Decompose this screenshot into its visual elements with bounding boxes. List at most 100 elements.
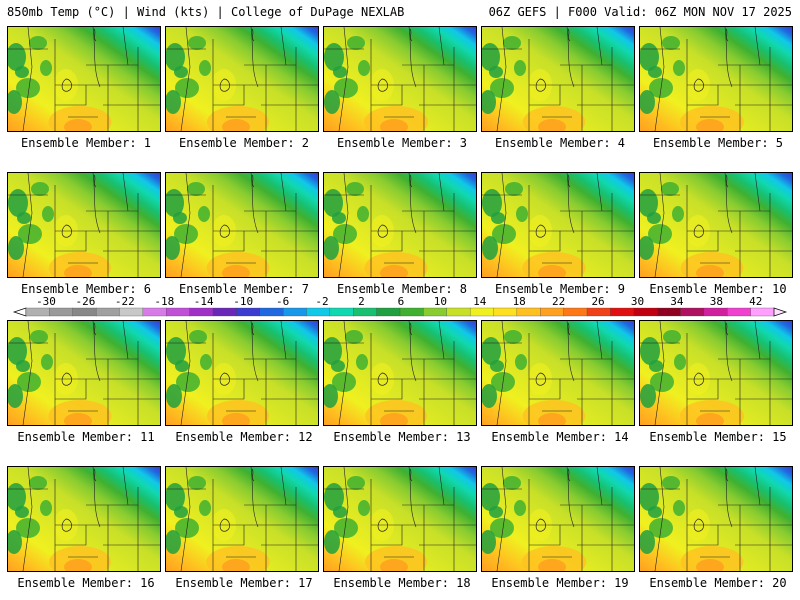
ensemble-member-label: Ensemble Member: 1 xyxy=(20,136,152,150)
colorbar-swatch xyxy=(353,307,378,317)
colorbar-tick-label: 2 xyxy=(358,295,365,308)
colorbar-swatch xyxy=(189,307,214,317)
ensemble-panel: Ensemble Member: 20 xyxy=(639,466,797,599)
ensemble-panel: Ensemble Member: 17 xyxy=(165,466,323,599)
colorbar-tick-label: 38 xyxy=(710,295,723,308)
colorbar-swatch xyxy=(25,307,50,317)
colorbar-swatch xyxy=(703,307,728,317)
ensemble-panel: Ensemble Member: 3 xyxy=(323,26,481,159)
colorbar-swatch xyxy=(119,307,144,317)
colorbar-tick-label: 14 xyxy=(473,295,487,308)
colorbar-swatch xyxy=(680,307,705,317)
colorbar-swatch xyxy=(656,307,681,317)
ensemble-member-label: Ensemble Member: 13 xyxy=(333,430,471,444)
colorbar-left-arrow xyxy=(12,307,27,317)
colorbar-tick-label: 10 xyxy=(434,295,447,308)
temperature-colorbar: -30 -26 -22 -18 -14 -10 -6 -2 2 6 10 14 18 22 26 30 34 38… xyxy=(12,295,788,317)
colorbar-tick-label: 26 xyxy=(591,295,604,308)
colorbar-swatch xyxy=(49,307,74,317)
ensemble-member-label: Ensemble Member: 8 xyxy=(336,282,468,296)
temperature-map xyxy=(323,172,477,278)
ensemble-member-label: Ensemble Member: 7 xyxy=(178,282,310,296)
ensemble-member-label: Ensemble Member: 11 xyxy=(17,430,155,444)
temperature-map xyxy=(7,172,161,278)
colorbar-swatch xyxy=(586,307,611,317)
colorbar-tick-label: 18 xyxy=(513,295,526,308)
temperature-map xyxy=(639,320,793,426)
colorbar-swatch xyxy=(540,307,565,317)
ensemble-panel: Ensemble Member: 10 xyxy=(639,172,797,305)
colorbar-tick-label: -2 xyxy=(315,295,328,308)
temperature-map xyxy=(165,320,319,426)
ensemble-panel: Ensemble Member: 8 xyxy=(323,172,481,305)
colorbar-swatch xyxy=(446,307,471,317)
colorbar-swatch xyxy=(563,307,588,317)
colorbar-swatch xyxy=(423,307,448,317)
ensemble-panel: Ensemble Member: 19 xyxy=(481,466,639,599)
colorbar-swatch xyxy=(469,307,494,317)
model-valid-time: 06Z GEFS | F000 Valid: 06Z MON NOV 17 20… xyxy=(488,5,792,19)
colorbar-swatch xyxy=(493,307,518,317)
colorbar-swatch xyxy=(72,307,97,317)
ensemble-member-label: Ensemble Member: 15 xyxy=(649,430,787,444)
ensemble-panel: Ensemble Member: 4 xyxy=(481,26,639,159)
colorbar-swatch xyxy=(282,307,307,317)
temperature-map xyxy=(165,466,319,572)
ensemble-panel: Ensemble Member: 2 xyxy=(165,26,323,159)
colorbar-right-arrow xyxy=(773,307,788,317)
colorbar-tick-label: 34 xyxy=(670,295,684,308)
temperature-map xyxy=(323,466,477,572)
colorbar-swatch xyxy=(399,307,424,317)
ensemble-member-label: Ensemble Member: 2 xyxy=(178,136,310,150)
ensemble-panel: Ensemble Member: 15 xyxy=(639,320,797,453)
temperature-map xyxy=(639,172,793,278)
colorbar-swatch xyxy=(329,307,354,317)
ensemble-member-label: Ensemble Member: 12 xyxy=(175,430,313,444)
colorbar-tick-label: -10 xyxy=(233,295,253,308)
ensemble-member-label: Ensemble Member: 19 xyxy=(491,576,629,590)
colorbar-tick-label: 42 xyxy=(749,295,762,308)
temperature-map xyxy=(165,172,319,278)
temperature-map xyxy=(7,26,161,132)
colorbar-swatch xyxy=(727,307,752,317)
colorbar-tick-label: 22 xyxy=(552,295,565,308)
temperature-map xyxy=(481,466,635,572)
colorbar-swatch xyxy=(95,307,120,317)
temperature-map xyxy=(481,26,635,132)
ensemble-panel: Ensemble Member: 13 xyxy=(323,320,481,453)
colorbar-tick-label: 30 xyxy=(631,295,644,308)
colorbar-swatch xyxy=(516,307,541,317)
ensemble-member-label: Ensemble Member: 14 xyxy=(491,430,629,444)
ensemble-panel: Ensemble Member: 9 xyxy=(481,172,639,305)
ensemble-panel: Ensemble Member: 1 xyxy=(7,26,165,159)
ensemble-member-label: Ensemble Member: 18 xyxy=(333,576,471,590)
temperature-map xyxy=(7,466,161,572)
temperature-map xyxy=(639,26,793,132)
ensemble-panel: Ensemble Member: 16 xyxy=(7,466,165,599)
colorbar-tick-label: -18 xyxy=(154,295,174,308)
ensemble-panel: Ensemble Member: 7 xyxy=(165,172,323,305)
map-title: 850mb Temp (°C) | Wind (kts) | College o… xyxy=(7,5,405,19)
colorbar-tick-label: -14 xyxy=(194,295,214,308)
colorbar-swatch xyxy=(306,307,331,317)
ensemble-panel: Ensemble Member: 18 xyxy=(323,466,481,599)
ensemble-member-label: Ensemble Member: 17 xyxy=(175,576,313,590)
ensemble-member-label: Ensemble Member: 16 xyxy=(17,576,155,590)
colorbar-swatch xyxy=(750,307,775,317)
ensemble-panel: Ensemble Member: 6 xyxy=(7,172,165,305)
colorbar-tick-label: -26 xyxy=(75,295,95,308)
ensemble-panel: Ensemble Member: 11 xyxy=(7,320,165,453)
colorbar-tick-label: 6 xyxy=(398,295,405,308)
colorbar-swatch xyxy=(633,307,658,317)
colorbar-tick-label: -30 xyxy=(36,295,56,308)
ensemble-member-label: Ensemble Member: 9 xyxy=(494,282,626,296)
temperature-map xyxy=(165,26,319,132)
temperature-map xyxy=(323,26,477,132)
colorbar-swatch xyxy=(142,307,167,317)
colorbar-tick-label: -6 xyxy=(276,295,289,308)
ensemble-member-label: Ensemble Member: 4 xyxy=(494,136,626,150)
temperature-map xyxy=(639,466,793,572)
ensemble-panel: Ensemble Member: 5 xyxy=(639,26,797,159)
temperature-map xyxy=(481,320,635,426)
temperature-map xyxy=(323,320,477,426)
